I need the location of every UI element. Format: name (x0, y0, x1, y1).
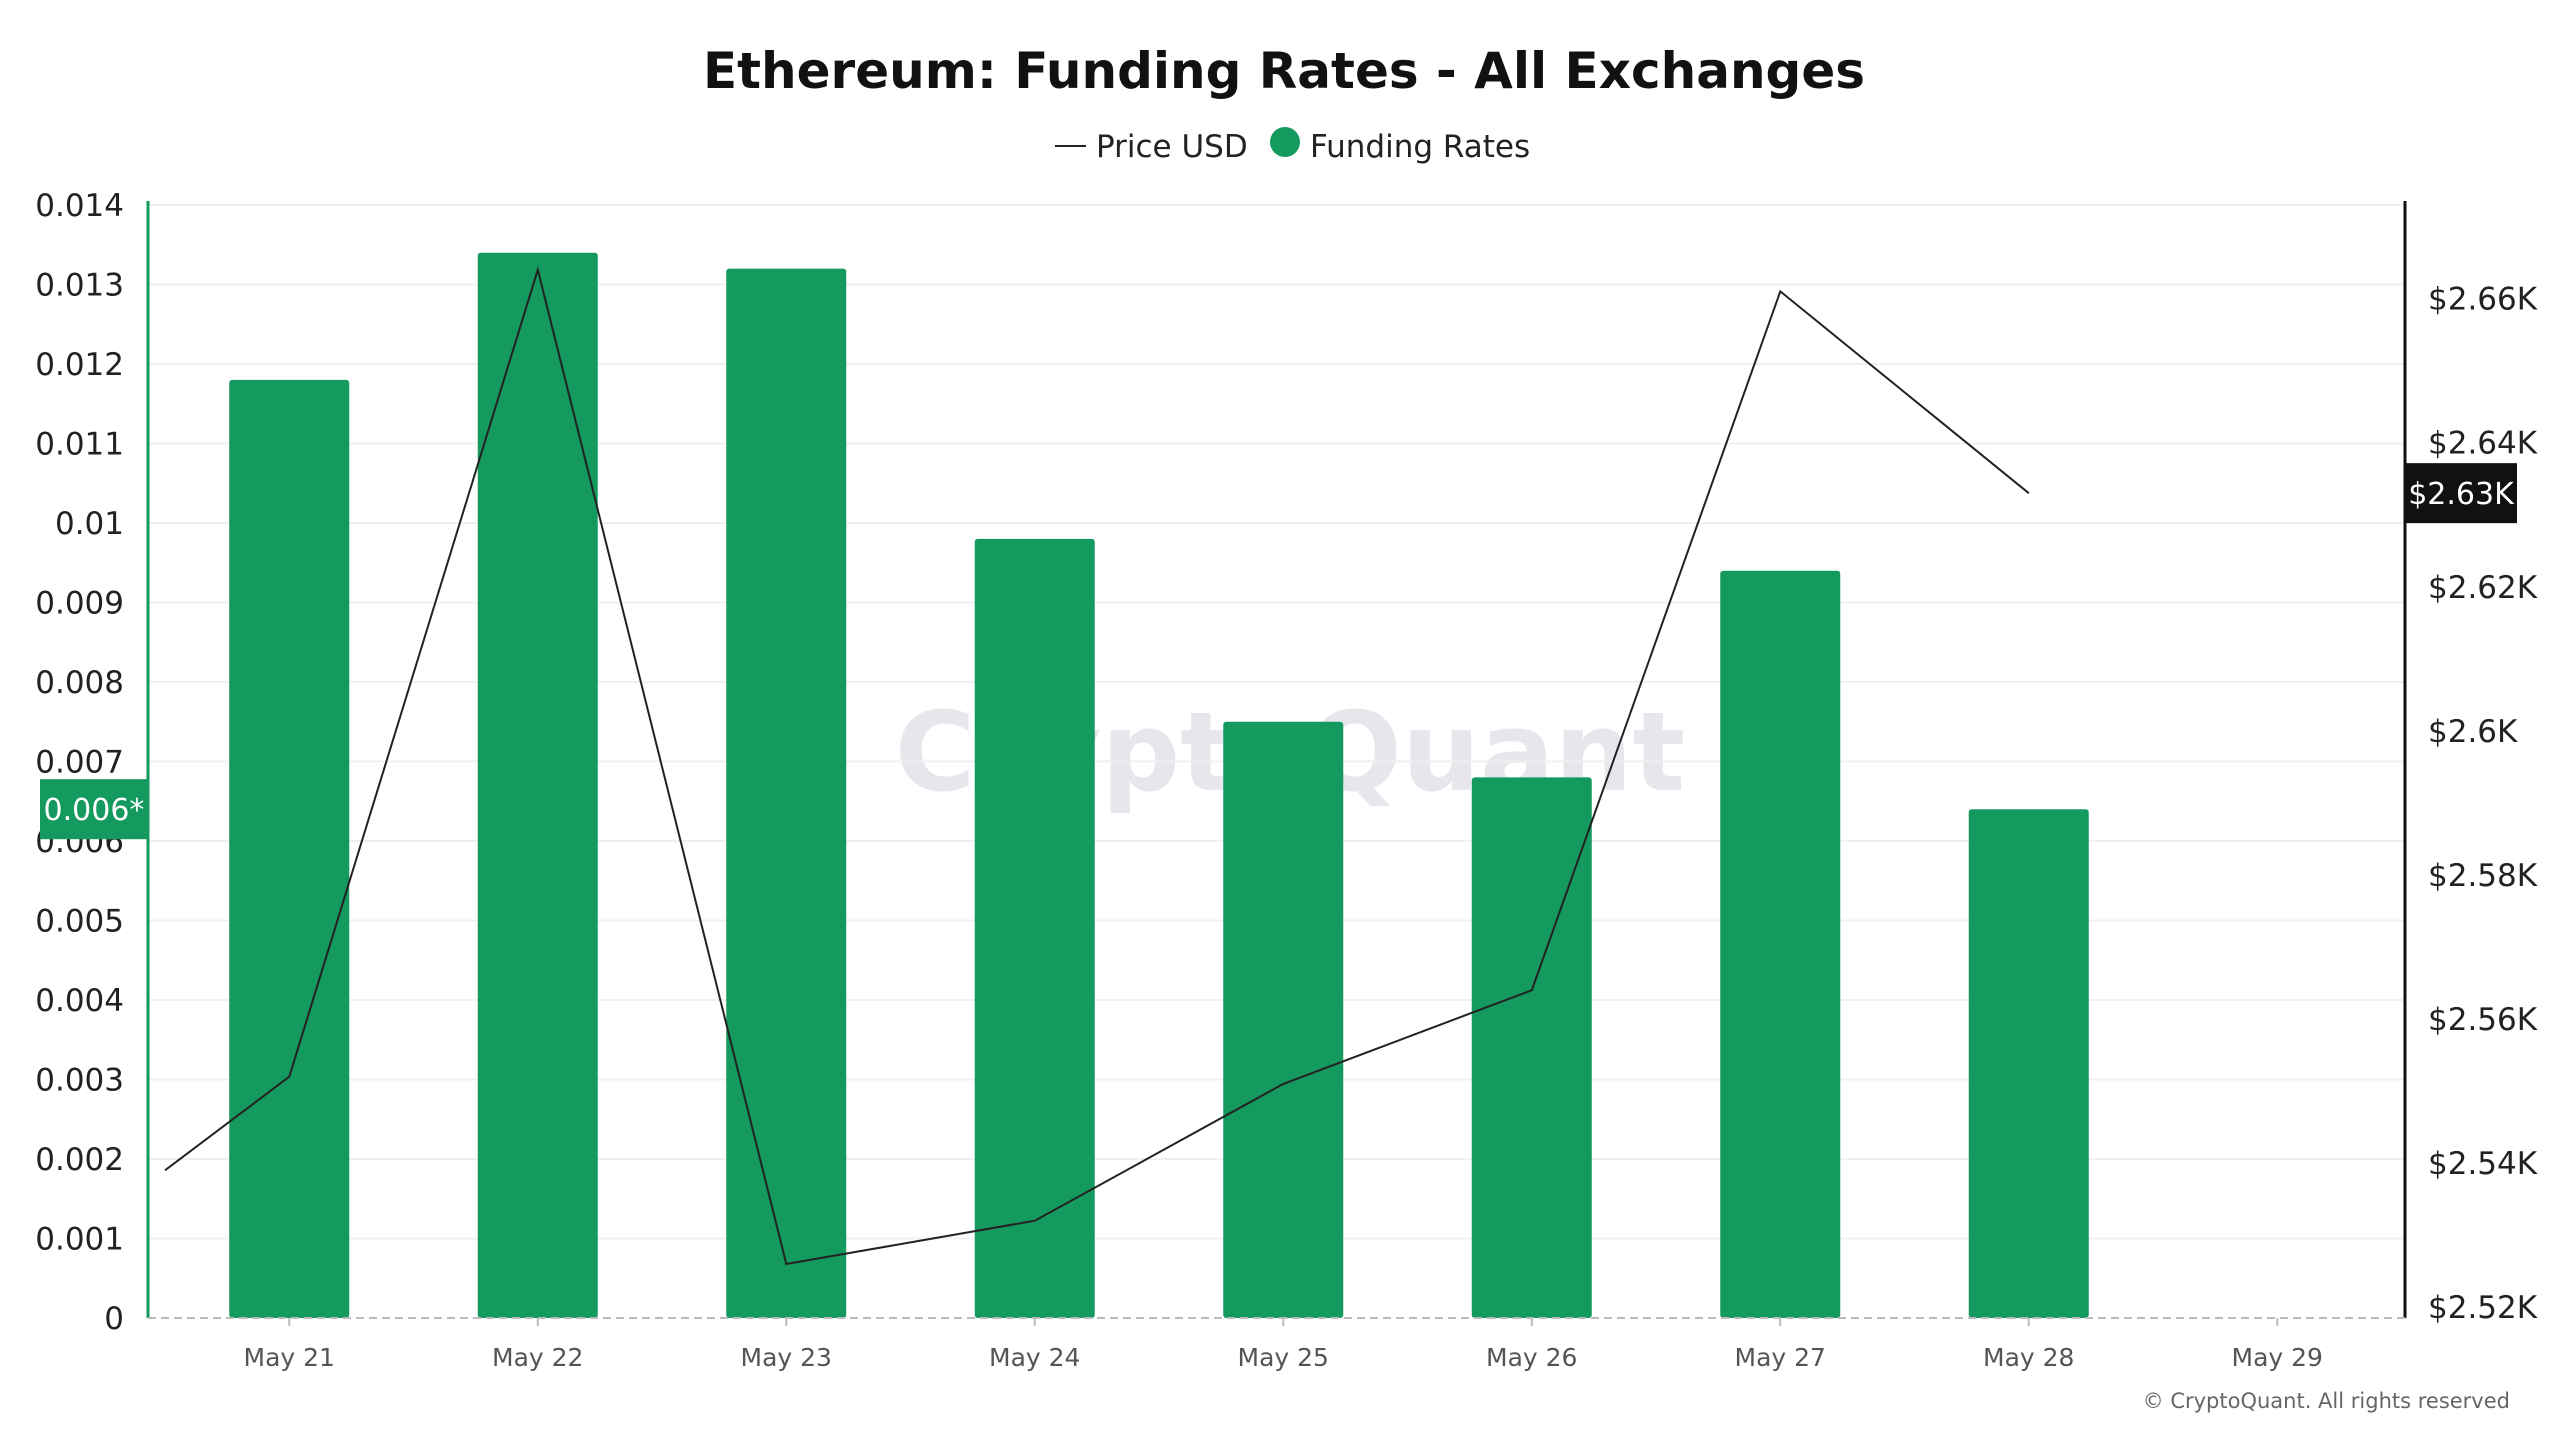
left-tick-label: 0.012 (35, 347, 124, 383)
left-tick-label: 0.004 (35, 983, 124, 1019)
right-tick-label: $2.66K (2428, 282, 2538, 318)
legend-price-label[interactable]: Price USD (1096, 129, 1248, 165)
left-tick-label: 0.01 (55, 506, 124, 542)
left-tick-label: 0.007 (35, 745, 124, 781)
left-tick-label: 0.001 (35, 1222, 124, 1258)
x-tick-label: May 23 (741, 1343, 832, 1372)
left-axis-ticks: 00.0010.0020.0030.0040.0050.0060.0070.00… (35, 188, 124, 1337)
left-tick-label: 0.011 (35, 427, 124, 463)
bar-may-24[interactable] (974, 538, 1095, 1318)
chart-title: Ethereum: Funding Rates - All Exchanges (703, 42, 1865, 100)
right-tick-label: $2.62K (2428, 570, 2538, 606)
legend-funding-circle-icon (1270, 127, 1300, 157)
right-tick-label: $2.58K (2428, 858, 2538, 894)
right-tick-label: $2.54K (2428, 1146, 2538, 1182)
left-tick-label: 0.002 (35, 1142, 124, 1178)
bar-may-25[interactable] (1223, 721, 1344, 1318)
bar-may-27[interactable] (1720, 570, 1841, 1318)
x-tick-label: May 21 (244, 1343, 335, 1372)
left-tick-label: 0.014 (35, 188, 124, 224)
bar-may-28[interactable] (1968, 809, 2089, 1318)
funding-rate-bars (229, 252, 2089, 1319)
x-tick-label: May 27 (1735, 1343, 1826, 1372)
bar-may-22[interactable] (477, 252, 598, 1319)
funding-rate-current-marker: 0.006* (40, 779, 148, 840)
x-tick-label: May 25 (1238, 1343, 1329, 1372)
x-axis-ticks: May 21 May 22 May 23 May 24 May 25 May 26 May … (244, 1318, 2323, 1372)
left-tick-label: 0.008 (35, 665, 124, 701)
right-tick-label: $2.56K (2428, 1002, 2538, 1038)
left-tick-label: 0.009 (35, 586, 124, 622)
bar-may-23[interactable] (726, 268, 847, 1319)
left-tick-label: 0 (104, 1301, 124, 1337)
x-tick-label: May 28 (1983, 1343, 2074, 1372)
bar-may-26[interactable] (1471, 777, 1592, 1318)
left-tick-label: 0.005 (35, 904, 124, 940)
legend-funding-label[interactable]: Funding Rates (1310, 129, 1530, 165)
right-tick-label: $2.6K (2428, 714, 2518, 750)
funding-rate-marker-label: 0.006* (44, 793, 145, 828)
price-current-marker: $2.63K (2405, 463, 2517, 524)
left-tick-label: 0.003 (35, 1063, 124, 1099)
x-tick-label: May 22 (492, 1343, 583, 1372)
x-tick-label: May 26 (1486, 1343, 1577, 1372)
funding-rate-marker-bg (40, 779, 148, 840)
right-tick-label: $2.52K (2428, 1290, 2538, 1326)
right-tick-label: $2.64K (2428, 426, 2538, 462)
copyright-credit: © CryptoQuant. All rights reserved (2143, 1389, 2510, 1413)
price-line-group (164, 266, 2030, 1266)
x-tick-label: May 24 (989, 1343, 1080, 1372)
left-tick-label: 0.013 (35, 268, 124, 304)
price-usd-line[interactable] (164, 266, 2030, 1266)
x-tick-label: May 29 (2232, 1343, 2323, 1372)
price-marker-label: $2.63K (2408, 477, 2515, 512)
price-marker-bg (2405, 463, 2517, 524)
bar-may-21[interactable] (229, 379, 350, 1318)
legend: Price USD Funding Rates (1055, 127, 1530, 165)
right-axis-ticks: $2.52K $2.54K $2.56K $2.58K $2.6K $2.62K $2.64… (2428, 282, 2538, 1327)
